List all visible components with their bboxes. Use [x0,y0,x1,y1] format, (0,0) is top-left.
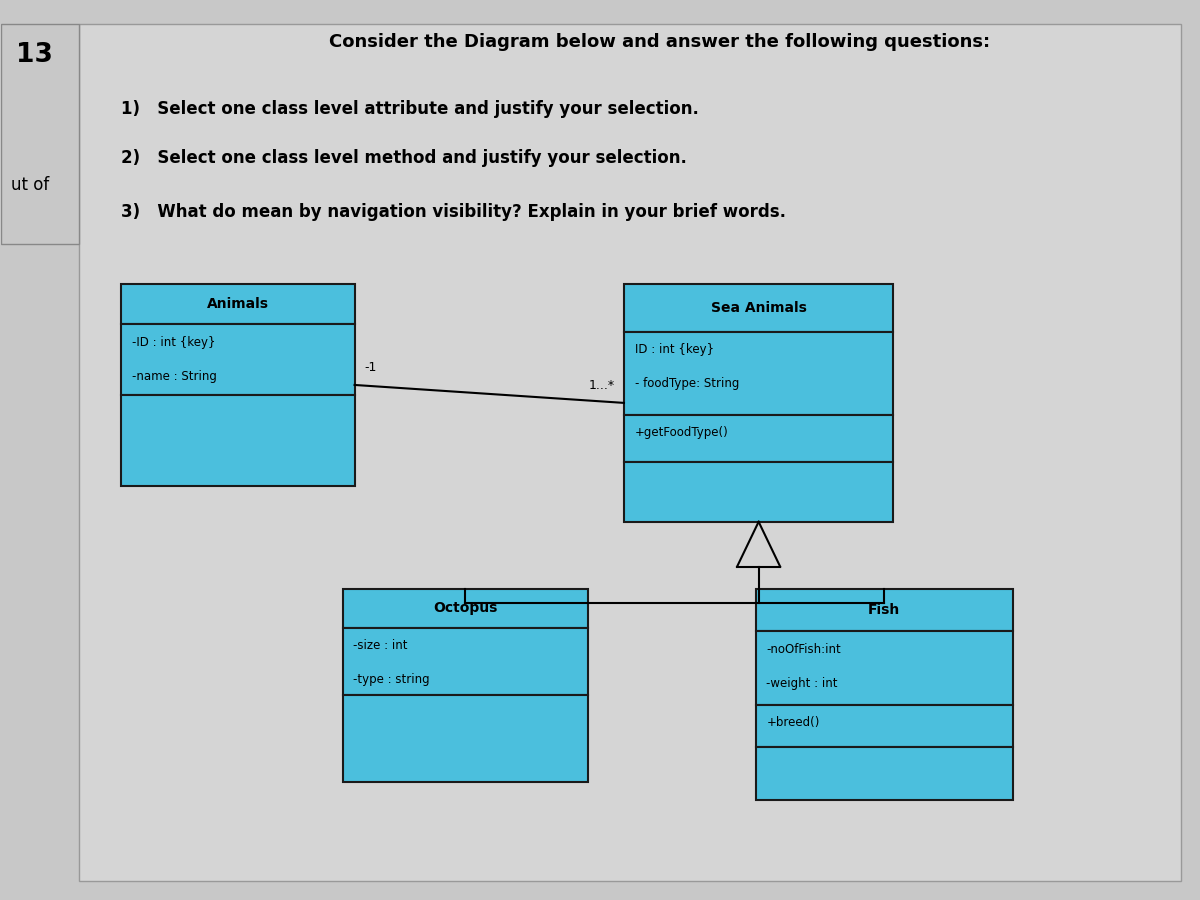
FancyBboxPatch shape [1,23,79,244]
Text: -type : string: -type : string [353,673,430,687]
FancyBboxPatch shape [756,590,1013,631]
Text: -noOfFish:int: -noOfFish:int [767,643,841,656]
FancyBboxPatch shape [756,747,1013,800]
Text: +getFoodType(): +getFoodType() [635,426,728,438]
Text: -size : int: -size : int [353,639,408,652]
FancyBboxPatch shape [624,284,893,331]
Text: Consider the Diagram below and answer the following questions:: Consider the Diagram below and answer th… [329,32,990,50]
Text: -weight : int: -weight : int [767,677,838,690]
Text: +breed(): +breed() [767,716,820,729]
Text: 3)   What do mean by navigation visibility? Explain in your brief words.: 3) What do mean by navigation visibility… [121,203,786,221]
FancyBboxPatch shape [756,631,1013,705]
Text: 13: 13 [16,41,53,68]
Text: Fish: Fish [869,603,900,617]
Text: -ID : int {key}: -ID : int {key} [132,336,215,349]
Text: 2)   Select one class level method and justify your selection.: 2) Select one class level method and jus… [121,149,686,167]
Text: Animals: Animals [206,297,269,311]
FancyBboxPatch shape [121,284,354,324]
FancyBboxPatch shape [624,463,893,522]
Text: ID : int {key}: ID : int {key} [635,343,714,356]
Text: Sea Animals: Sea Animals [710,301,806,315]
FancyBboxPatch shape [121,395,354,486]
Text: - foodType: String: - foodType: String [635,377,739,391]
Text: 1...*: 1...* [588,379,614,392]
FancyBboxPatch shape [342,627,588,695]
FancyBboxPatch shape [342,590,588,627]
FancyBboxPatch shape [756,705,1013,747]
FancyBboxPatch shape [79,23,1181,881]
Text: ut of: ut of [11,176,49,194]
FancyBboxPatch shape [121,324,354,395]
Text: 1)   Select one class level attribute and justify your selection.: 1) Select one class level attribute and … [121,100,698,118]
Text: Octopus: Octopus [433,601,498,616]
Text: -name : String: -name : String [132,370,217,383]
FancyBboxPatch shape [342,695,588,782]
FancyBboxPatch shape [624,331,893,415]
FancyBboxPatch shape [624,415,893,463]
Text: -1: -1 [364,361,377,374]
